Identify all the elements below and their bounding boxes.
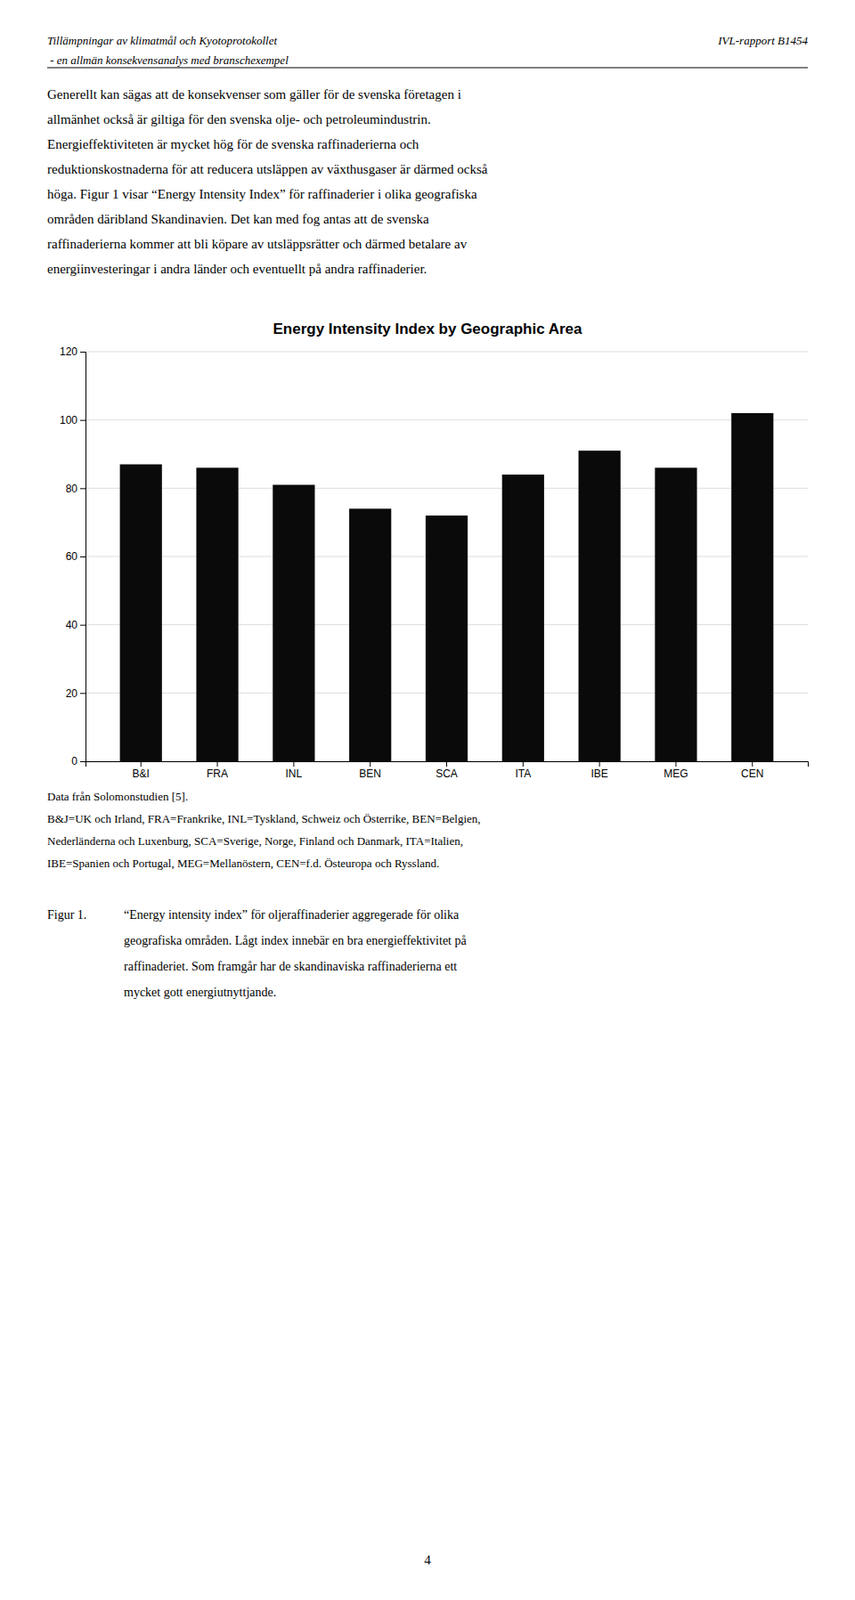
x-axis: B&I FRA INL BEN SCA ITA IBE MEG CEN xyxy=(86,761,809,781)
bar xyxy=(195,467,238,762)
x-tick: ITA xyxy=(514,761,531,781)
bars xyxy=(120,413,774,762)
body-line: områden däribland Skandinavien. Det kan … xyxy=(47,211,430,227)
caption-line: Nederländerna och Luxenburg, SCA=Sverige… xyxy=(47,834,464,848)
grid-line xyxy=(85,351,808,353)
x-tick-mark xyxy=(293,761,294,767)
bar xyxy=(120,464,163,763)
y-axis: 0 20 40 60 80 100 120 xyxy=(59,345,87,768)
body-line: reduktionskostnaderna för att reducera u… xyxy=(47,162,489,177)
y-tick-mark xyxy=(80,488,86,489)
figure-label: Figur 1. xyxy=(47,908,87,922)
y-tick: 100 xyxy=(59,414,86,427)
y-tick-label: 0 xyxy=(71,755,78,768)
y-tick: 120 xyxy=(59,345,86,359)
body-line: allmänhet också är giltiga för den svens… xyxy=(47,112,432,127)
x-tick-label: INL xyxy=(285,767,303,781)
x-tick: FRA xyxy=(206,761,228,781)
header-left: Tillämpningar av klimatmål och Kyotoprot… xyxy=(47,33,277,48)
page: Tillämpningar av klimatmål och Kyotoprot… xyxy=(0,0,855,1600)
x-tick: INL xyxy=(285,761,303,781)
grid xyxy=(85,351,808,762)
y-tick: 80 xyxy=(65,482,86,496)
y-axis-line xyxy=(80,352,87,763)
x-tick-label: B&I xyxy=(132,767,150,781)
y-tick: 0 xyxy=(71,755,86,768)
bar xyxy=(272,485,315,763)
bar xyxy=(502,474,545,762)
y-tick-label: 60 xyxy=(65,550,79,563)
figure-caption-line: geografiska områden. Lågt index innebär … xyxy=(123,934,467,948)
x-tick-label: SCA xyxy=(435,767,458,781)
figure-caption-line: raffinaderiet. Som framgår har de skandi… xyxy=(123,960,457,974)
x-tick-label: FRA xyxy=(206,767,228,781)
y-tick-label: 100 xyxy=(59,414,78,427)
y-tick: 40 xyxy=(65,618,86,632)
x-tick: B&I xyxy=(132,761,150,781)
y-tick-label: 120 xyxy=(59,345,78,359)
x-tick: MEG xyxy=(663,761,688,781)
bar xyxy=(578,450,621,762)
x-tick: BEN xyxy=(358,761,382,781)
x-tick-mark xyxy=(140,761,142,767)
x-tick-mark xyxy=(369,761,371,767)
chart: 0 20 40 60 80 100 120 B&I FRA INL BEN SCA ITA IBE MEG C… xyxy=(59,345,809,780)
y-tick: 60 xyxy=(65,550,86,563)
x-tick: CEN xyxy=(741,761,764,781)
x-tick-label: IBE xyxy=(590,767,608,781)
figure-caption-line: “Energy intensity index” för oljeraffina… xyxy=(123,908,460,922)
caption-line: IBE=Spanien och Portugal, MEG=Mellanöste… xyxy=(47,856,440,871)
x-tick-mark xyxy=(675,761,676,767)
body-line: Generellt kan sägas att de konsekvenser … xyxy=(47,87,462,102)
x-tick-label: BEN xyxy=(358,767,382,781)
caption-line: B&J=UK och Irland, FRA=Frankrike, INL=Ty… xyxy=(47,812,481,826)
figure-caption-line: mycket gott energiutnyttjande. xyxy=(123,985,277,1000)
x-tick-mark xyxy=(751,761,753,767)
y-tick-label: 80 xyxy=(65,482,79,496)
y-tick: 20 xyxy=(65,687,86,701)
body-line: höga. Figur 1 visar “Energy Intensity In… xyxy=(47,187,478,202)
header-left: - en allmän konsekvensanalys med bransch… xyxy=(47,53,289,67)
body-line: Energieffektiviteten är mycket hög för d… xyxy=(47,137,420,152)
header-right: IVL-rapport B1454 xyxy=(716,33,808,48)
grid-line xyxy=(85,488,808,489)
y-tick-mark xyxy=(80,556,86,558)
chart-title: Energy Intensity Index by Geographic Are… xyxy=(272,320,583,338)
y-tick-mark xyxy=(80,692,86,694)
y-tick-label: 40 xyxy=(65,618,79,632)
y-tick-label: 20 xyxy=(65,687,79,701)
y-tick-mark xyxy=(80,761,86,763)
bar xyxy=(731,413,774,762)
x-tick: IBE xyxy=(590,761,608,781)
x-tick-mark xyxy=(522,761,524,767)
y-tick-mark xyxy=(80,625,86,627)
bar xyxy=(349,508,391,762)
header-rule xyxy=(47,67,808,69)
y-tick-mark xyxy=(80,351,86,353)
x-tick-label: MEG xyxy=(663,767,688,781)
bar xyxy=(654,467,697,762)
body-line: energiinvesteringar i andra länder och e… xyxy=(47,261,427,277)
x-tick-label: ITA xyxy=(514,767,531,781)
x-tick-mark xyxy=(217,761,219,767)
body-line: raffinaderierna kommer att bli köpare av… xyxy=(47,236,468,252)
grid-line xyxy=(85,419,808,421)
x-tick-mark xyxy=(446,761,448,767)
bar xyxy=(425,515,468,762)
y-tick-mark xyxy=(80,420,86,422)
page-number: 4 xyxy=(423,1553,432,1568)
x-axis-line xyxy=(86,762,809,768)
x-tick-label: CEN xyxy=(741,767,764,781)
x-tick-mark xyxy=(599,761,601,767)
x-tick: SCA xyxy=(435,761,458,781)
caption-source: Data från Solomonstudien [5]. xyxy=(47,789,188,804)
